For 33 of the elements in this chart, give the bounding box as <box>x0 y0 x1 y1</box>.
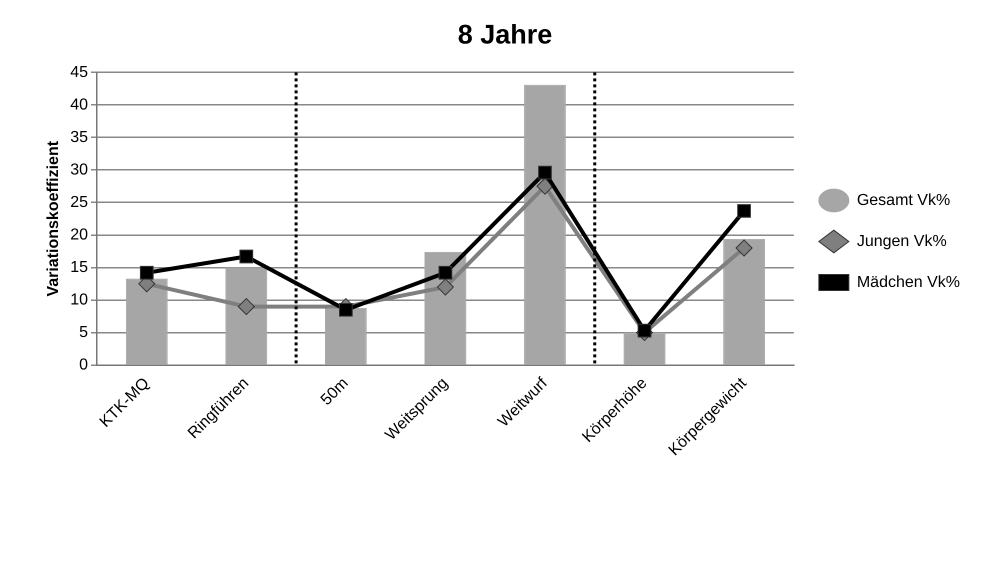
y-tick-label: 15 <box>70 258 88 276</box>
bar <box>524 84 566 364</box>
bar <box>225 268 268 364</box>
bar <box>723 238 765 364</box>
point <box>239 250 254 264</box>
y-tick-label: 35 <box>70 128 88 146</box>
point <box>436 278 454 296</box>
bar <box>324 308 367 364</box>
point <box>238 298 255 316</box>
y-tick-label: 45 <box>70 64 88 81</box>
legend-label: Jungen Vk% <box>856 232 947 250</box>
chart-title: 8 Jahre <box>458 20 552 50</box>
y-axis-title: Variationskoeffizient <box>45 140 62 297</box>
y-tick-label: 20 <box>70 226 88 244</box>
point <box>638 324 652 338</box>
y-tick-label: 10 <box>70 291 88 308</box>
point <box>140 266 154 280</box>
legend-label: Mädchen Vk% <box>856 274 960 291</box>
point <box>736 240 753 257</box>
y-tick-label: 25 <box>70 194 88 211</box>
bar <box>624 332 666 364</box>
y-tick-label: 5 <box>79 324 88 341</box>
legend-label: Gesamt Vk% <box>856 192 950 209</box>
point <box>438 266 452 280</box>
y-tick-label: 30 <box>70 161 88 178</box>
point <box>339 302 353 317</box>
point <box>536 178 554 195</box>
point <box>538 166 552 180</box>
point <box>737 204 751 218</box>
y-tick-label: 0 <box>79 356 88 374</box>
x-tick-label: 50m <box>318 374 352 409</box>
y-tick-label: 40 <box>70 96 88 114</box>
bar <box>126 278 168 364</box>
